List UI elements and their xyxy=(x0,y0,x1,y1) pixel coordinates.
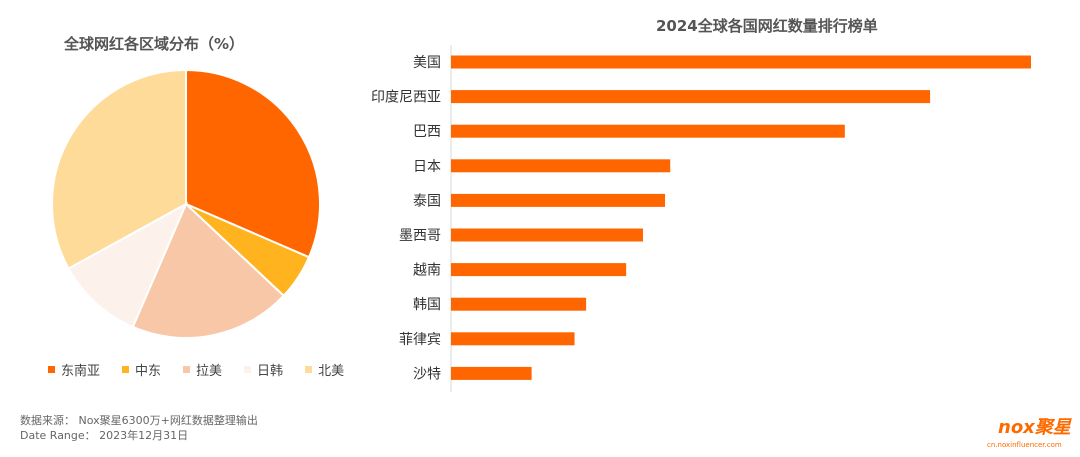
bar-8 xyxy=(451,297,587,311)
bar-2 xyxy=(451,90,931,104)
data-source-note: 数据来源： Nox聚星6300万+网红数据整理输出 Date Range： 20… xyxy=(20,413,258,443)
pie-slice-5 xyxy=(51,68,187,270)
legend-item: 东南亚 xyxy=(48,360,100,379)
bar-1 xyxy=(451,55,1031,69)
nox-logo: nox聚星 cn.noxinfluencer.com xyxy=(987,413,1073,455)
legend-swatch xyxy=(48,366,55,373)
bar-category-label: 泰国 xyxy=(413,193,441,209)
bar-category-label: 墨西哥 xyxy=(399,228,441,244)
bar-7 xyxy=(451,263,627,277)
legend-label: 中东 xyxy=(135,364,162,379)
pie-slice-3 xyxy=(131,202,286,339)
legend-item: 拉美 xyxy=(183,360,222,379)
pie-slice-1 xyxy=(185,68,321,259)
legend-swatch xyxy=(305,366,313,373)
bar-6 xyxy=(451,228,643,242)
legend-item: 中东 xyxy=(122,360,161,379)
bar-3 xyxy=(451,124,845,138)
bar-chart-title: 2024全球各国网红数量排行榜单 xyxy=(656,17,878,35)
bar-5 xyxy=(451,193,666,207)
source-line: 数据来源： Nox聚星6300万+网红数据整理输出 xyxy=(20,414,258,427)
pie-chart-title: 全球网红各区域分布（%） xyxy=(64,35,245,53)
logo-wordmark: nox聚星 xyxy=(998,417,1071,438)
bar-category-label: 印度尼西亚 xyxy=(371,90,441,106)
pie-slice-4 xyxy=(67,201,189,329)
legend-item: 北美 xyxy=(305,360,344,379)
pie-chart xyxy=(51,68,321,339)
date-range-line: Date Range： 2023年12月31日 xyxy=(20,429,189,442)
legend-swatch xyxy=(183,366,191,373)
bar-category-label: 菲律宾 xyxy=(399,332,441,348)
legend-label: 日韩 xyxy=(257,364,284,379)
bar-category-label: 越南 xyxy=(413,263,441,279)
pie-legend: 东南亚 中东 拉美 日韩 北美 xyxy=(48,360,344,379)
legend-item: 日韩 xyxy=(244,360,283,379)
bar-9 xyxy=(451,332,575,346)
bar-category-label: 巴西 xyxy=(413,124,441,140)
legend-swatch xyxy=(244,366,252,373)
bar-category-label: 美国 xyxy=(413,55,441,71)
legend-swatch xyxy=(122,366,130,373)
bar-4 xyxy=(451,159,671,173)
bar-category-label: 沙特 xyxy=(413,366,441,382)
bar-category-label: 韩国 xyxy=(413,297,441,313)
logo-url: cn.noxinfluencer.com xyxy=(987,441,1062,449)
legend-label: 东南亚 xyxy=(61,364,101,379)
legend-label: 北美 xyxy=(318,364,345,379)
bar-10 xyxy=(451,366,532,380)
legend-label: 拉美 xyxy=(196,364,223,379)
bar-category-label: 日本 xyxy=(413,159,441,175)
